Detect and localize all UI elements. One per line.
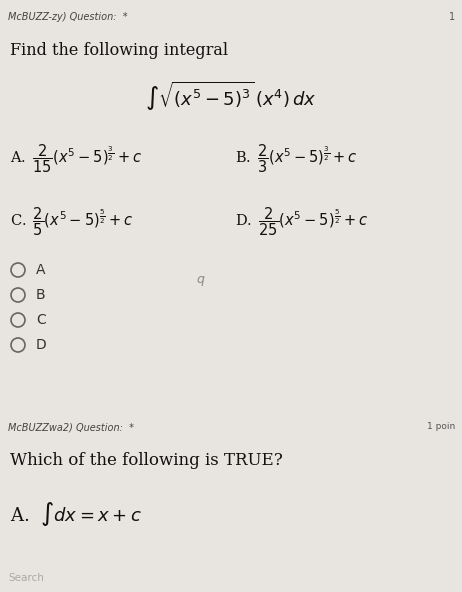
Text: D: D xyxy=(36,338,47,352)
Text: 1: 1 xyxy=(449,12,455,22)
Text: Which of the following is TRUE?: Which of the following is TRUE? xyxy=(10,452,283,469)
Text: Find the following integral: Find the following integral xyxy=(10,42,228,59)
Text: McBUZZwa2) Question:  *: McBUZZwa2) Question: * xyxy=(8,422,134,432)
Text: A. $\,\dfrac{2}{15}(x^5-5)^{\frac{3}{2}}+c$: A. $\,\dfrac{2}{15}(x^5-5)^{\frac{3}{2}}… xyxy=(10,142,142,175)
Text: q: q xyxy=(196,274,204,287)
Text: $\int\sqrt{(x^5-5)^3}\,(x^4)\,dx$: $\int\sqrt{(x^5-5)^3}\,(x^4)\,dx$ xyxy=(145,80,317,113)
Text: A.  $\int dx = x+c$: A. $\int dx = x+c$ xyxy=(10,500,142,528)
Text: B: B xyxy=(36,288,46,302)
Text: D. $\,\dfrac{2}{25}(x^5-5)^{\frac{5}{2}}+c$: D. $\,\dfrac{2}{25}(x^5-5)^{\frac{5}{2}}… xyxy=(235,205,368,237)
Text: C. $\,\dfrac{2}{5}(x^5-5)^{\frac{5}{2}}+c$: C. $\,\dfrac{2}{5}(x^5-5)^{\frac{5}{2}}+… xyxy=(10,205,133,237)
Text: Search: Search xyxy=(8,572,44,583)
Text: C: C xyxy=(36,313,46,327)
Text: McBUZZ-zy) Question:  *: McBUZZ-zy) Question: * xyxy=(8,12,128,22)
Text: 1 poin: 1 poin xyxy=(427,422,455,431)
Text: B. $\,\dfrac{2}{3}(x^5-5)^{\frac{3}{2}}+c$: B. $\,\dfrac{2}{3}(x^5-5)^{\frac{3}{2}}+… xyxy=(235,142,358,175)
Text: A: A xyxy=(36,263,45,277)
